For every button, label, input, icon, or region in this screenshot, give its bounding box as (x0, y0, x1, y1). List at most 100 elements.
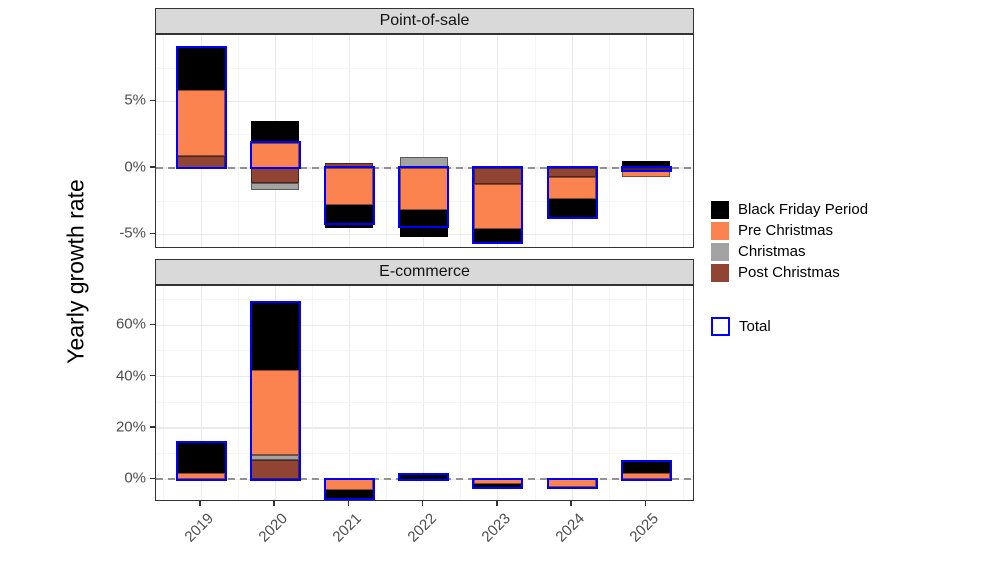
x-tick-label: 2024 (552, 510, 589, 546)
y-tick-mark (150, 166, 155, 168)
y-tick-mark (150, 232, 155, 235)
gridline-vertical (608, 286, 610, 500)
gridline-vertical (460, 35, 462, 247)
gridline-major (156, 427, 693, 429)
post-segment (251, 167, 300, 184)
gridline-vertical (497, 286, 499, 500)
pre-segment (177, 90, 225, 156)
bf-segment (251, 120, 300, 144)
panel-e-commerce (155, 285, 694, 501)
gridline-vertical (423, 286, 425, 500)
pre-christmas-swatch-icon (711, 221, 729, 240)
gridline-minor (156, 67, 693, 69)
x-tick-mark (421, 501, 424, 506)
christmas-segment (251, 183, 300, 190)
x-tick-mark (496, 501, 498, 506)
legend-item: Pre Christmas (711, 220, 868, 241)
x-tick-label: 2022 (404, 510, 440, 546)
gridline-minor (156, 134, 693, 136)
post-christmas-swatch-icon (711, 263, 729, 282)
gridline-vertical (645, 35, 647, 247)
gridline-minor (156, 350, 693, 352)
total-outline (175, 46, 227, 170)
y-tick-label: 5% (124, 91, 146, 109)
total-outline (546, 477, 598, 489)
gridline-minor (156, 299, 693, 301)
gridline-vertical (237, 286, 239, 500)
y-tick-label: 60% (115, 315, 146, 333)
gridline-vertical (200, 286, 202, 500)
total-outline (323, 166, 375, 225)
legend-fill: Black Friday Period Pre Christmas Christ… (711, 199, 868, 283)
legend-item: Post Christmas (711, 262, 868, 283)
gridline-vertical (163, 35, 165, 247)
gridline-vertical (348, 286, 350, 500)
y-tick-mark (150, 426, 155, 428)
facet-strip-label: E-commerce (379, 263, 470, 280)
legend-item: Black Friday Period (711, 199, 868, 220)
legend-item-label: Pre Christmas (738, 222, 834, 239)
gridline-vertical (683, 286, 685, 500)
x-tick-mark (199, 501, 201, 506)
gridline-vertical (497, 35, 499, 247)
y-tick-mark (150, 477, 155, 480)
y-axis-title: Yearly growth rate (62, 179, 89, 364)
y-tick-mark (150, 374, 155, 377)
facet-strip-label: Point-of-sale (379, 12, 470, 29)
gridline-vertical (460, 286, 462, 500)
total-outline (323, 477, 375, 500)
total-outline (472, 477, 524, 490)
black-friday-swatch-icon (711, 200, 729, 219)
legend-item-label: Total (739, 318, 771, 335)
gridline-vertical (237, 35, 239, 247)
x-tick-label: 2020 (255, 510, 292, 546)
gridline-vertical (423, 35, 425, 247)
facet-strip-point-of-sale: Point-of-sale (155, 8, 694, 34)
x-tick-label: 2025 (626, 510, 663, 546)
legend-item-label: Christmas (738, 243, 806, 260)
legend-item-label: Post Christmas (738, 264, 840, 281)
x-tick-label: 2019 (181, 510, 218, 546)
gridline-vertical (608, 35, 610, 247)
gridline-vertical (683, 35, 685, 247)
gridline-minor (156, 453, 693, 455)
facet-strip-e-commerce: E-commerce (155, 259, 694, 285)
bf-segment (177, 47, 225, 91)
y-tick-label: -5% (119, 224, 146, 242)
total-outline (249, 300, 301, 481)
x-tick-mark (644, 501, 647, 506)
gridline-vertical (386, 286, 388, 500)
gridline-minor (156, 401, 693, 403)
total-outline (249, 141, 301, 170)
gridline-vertical (163, 286, 165, 500)
legend-item-label: Black Friday Period (738, 201, 869, 218)
total-outline (620, 459, 672, 481)
gridline-vertical (311, 286, 313, 500)
gridline-vertical (348, 35, 350, 247)
x-tick-label: 2023 (478, 510, 514, 546)
x-tick-mark (273, 501, 275, 506)
gridline-vertical (571, 286, 573, 500)
gridline-vertical (386, 35, 388, 247)
legend-item: Christmas (711, 241, 868, 262)
x-tick-mark (347, 501, 350, 506)
y-tick-label: 0% (124, 469, 146, 487)
gridline-major (156, 376, 693, 378)
panel-point-of-sale (155, 34, 694, 248)
y-tick-mark (150, 99, 155, 102)
total-outline (398, 473, 450, 481)
gridline-vertical (311, 35, 313, 247)
gridline-vertical (534, 35, 536, 247)
gridline-major (156, 100, 693, 103)
x-tick-mark (570, 501, 572, 506)
total-outline (472, 166, 524, 244)
total-outline (620, 166, 672, 173)
y-tick-label: 20% (115, 418, 146, 436)
y-tick-label: 0% (124, 158, 146, 176)
total-outline (398, 166, 450, 228)
gridline-vertical (534, 286, 536, 500)
legend-total: Total (711, 316, 771, 337)
y-tick-label: 40% (115, 367, 146, 385)
christmas-swatch-icon (711, 242, 729, 261)
